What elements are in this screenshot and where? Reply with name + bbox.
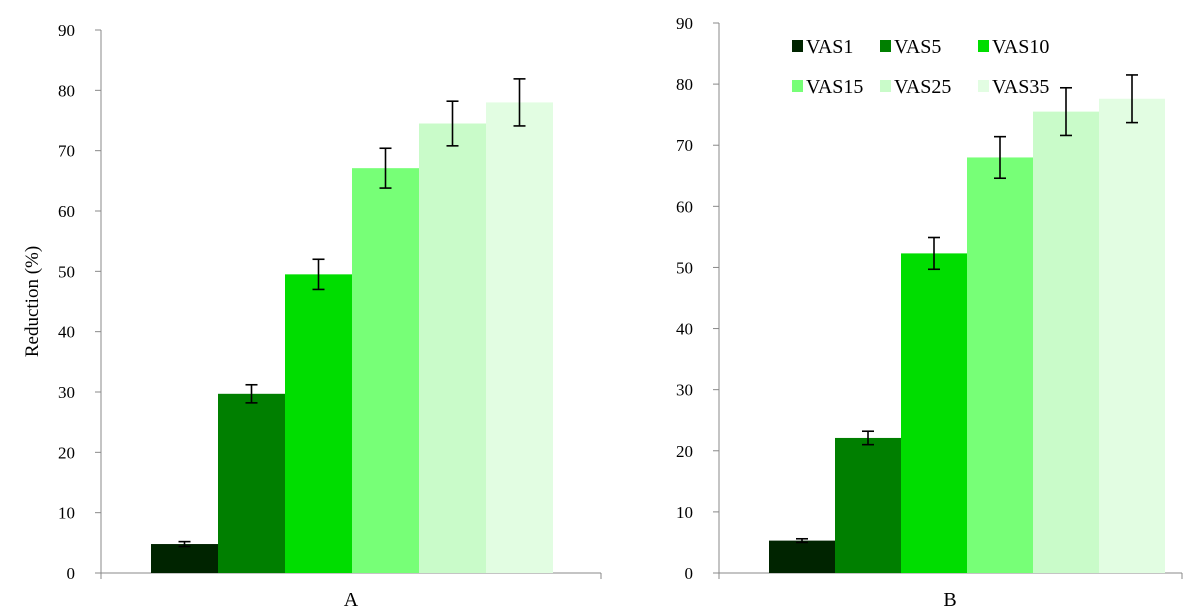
panel-a-y-tick-label: 90 [58,21,75,40]
panel-b-y-tick-label: 80 [676,75,693,94]
panel-a: 0 10 20 30 40 50 60 70 80 90 A Reduction (%) [22,21,602,610]
legend-label-vas10: VAS10 [992,36,1049,58]
panel-a-y-tick-label: 50 [58,262,75,281]
panel-b-y-tick-label: 20 [676,442,693,461]
legend-item-vas35: VAS35 [978,76,1049,98]
panel-a-bar-vas10 [285,274,352,573]
panel-b-error-bar-vas5 [862,430,874,446]
panel-b-bar-vas35 [1099,98,1165,574]
panel-a-y-tick-label: 40 [58,323,75,342]
panel-b-y-tick-label: 70 [676,136,693,155]
panel-a-y-tick-label: 70 [58,142,75,161]
panel-b-error-bar-vas25 [1060,86,1072,137]
legend-swatch-vas25 [880,80,891,92]
legend-swatch-vas5 [880,40,891,52]
legend-label-vas5: VAS5 [894,36,941,58]
panel-b-y-tick-label: 10 [676,503,693,522]
panel-a-error-bar-vas15 [379,147,392,189]
legend-item-vas10: VAS10 [978,36,1049,58]
legend-swatch-vas15 [792,80,803,92]
legend-label-vas35: VAS35 [992,76,1049,98]
panel-a-bar-vas15 [352,168,419,573]
panel-b-error-bar-vas35 [1126,74,1138,124]
legend-item-vas15: VAS15 [792,76,863,98]
panel-a-y-tick-label: 80 [58,81,75,100]
panel-a-error-bar-vas5 [245,383,258,404]
panel-b-y-tick-label: 0 [685,564,694,583]
panel-b-bar-vas25 [1033,111,1099,573]
legend-label-vas25: VAS25 [894,76,951,98]
legend-label-vas15: VAS15 [806,76,863,98]
panel-a-label: A [344,589,359,610]
panel-b-bar-vas15 [967,157,1033,573]
panel-a-y-tick-label: 10 [58,504,75,523]
legend-item-vas5: VAS5 [880,36,941,58]
panel-a-bar-vas35 [486,102,553,574]
panel-a-error-bar-vas35 [513,78,526,127]
panel-b-bar-vas1 [769,540,835,573]
panel-b-y-tick-label: 60 [676,197,693,216]
panel-b-error-bar-vas15 [994,135,1006,180]
panel-a-y-tick-label: 20 [58,443,75,462]
legend-item-vas1: VAS1 [792,36,853,58]
legend-swatch-vas1 [792,40,803,52]
panel-a-y-axis-title: Reduction (%) [22,246,43,357]
panel-a-bar-vas1 [151,544,218,573]
panel-b-y-tick-label: 40 [676,320,693,339]
panel-b-error-bar-vas10 [928,236,940,271]
panel-b-error-bar-vas1 [796,537,808,544]
panel-a-error-bar-vas10 [312,258,325,291]
panel-a-y-tick-label: 30 [58,383,75,402]
panel-b-y-tick-label: 50 [676,258,693,277]
panel-a-y-tick-label: 0 [67,564,76,583]
legend-swatch-vas35 [978,80,989,92]
panel-b-bar-vas5 [835,437,901,573]
panel-a-error-bar-vas25 [446,100,459,147]
legend-item-vas25: VAS25 [880,76,951,98]
panel-a-error-bar-vas1 [178,540,191,548]
panel-a-bar-vas5 [218,393,285,573]
legend-label-vas1: VAS1 [806,36,853,58]
legend-swatch-vas10 [978,40,989,52]
panel-a-y-tick-label: 60 [58,202,75,221]
panel-b-label: B [943,589,956,610]
panel-b-y-tick-label: 90 [676,14,693,33]
panel-a-bar-vas25 [419,123,486,574]
panel-b-bar-vas10 [901,253,967,573]
legend: VAS1 VAS5 VAS10 VAS15 VAS25 VAS35 [792,36,1049,98]
panel-b-y-tick-label: 30 [676,381,693,400]
